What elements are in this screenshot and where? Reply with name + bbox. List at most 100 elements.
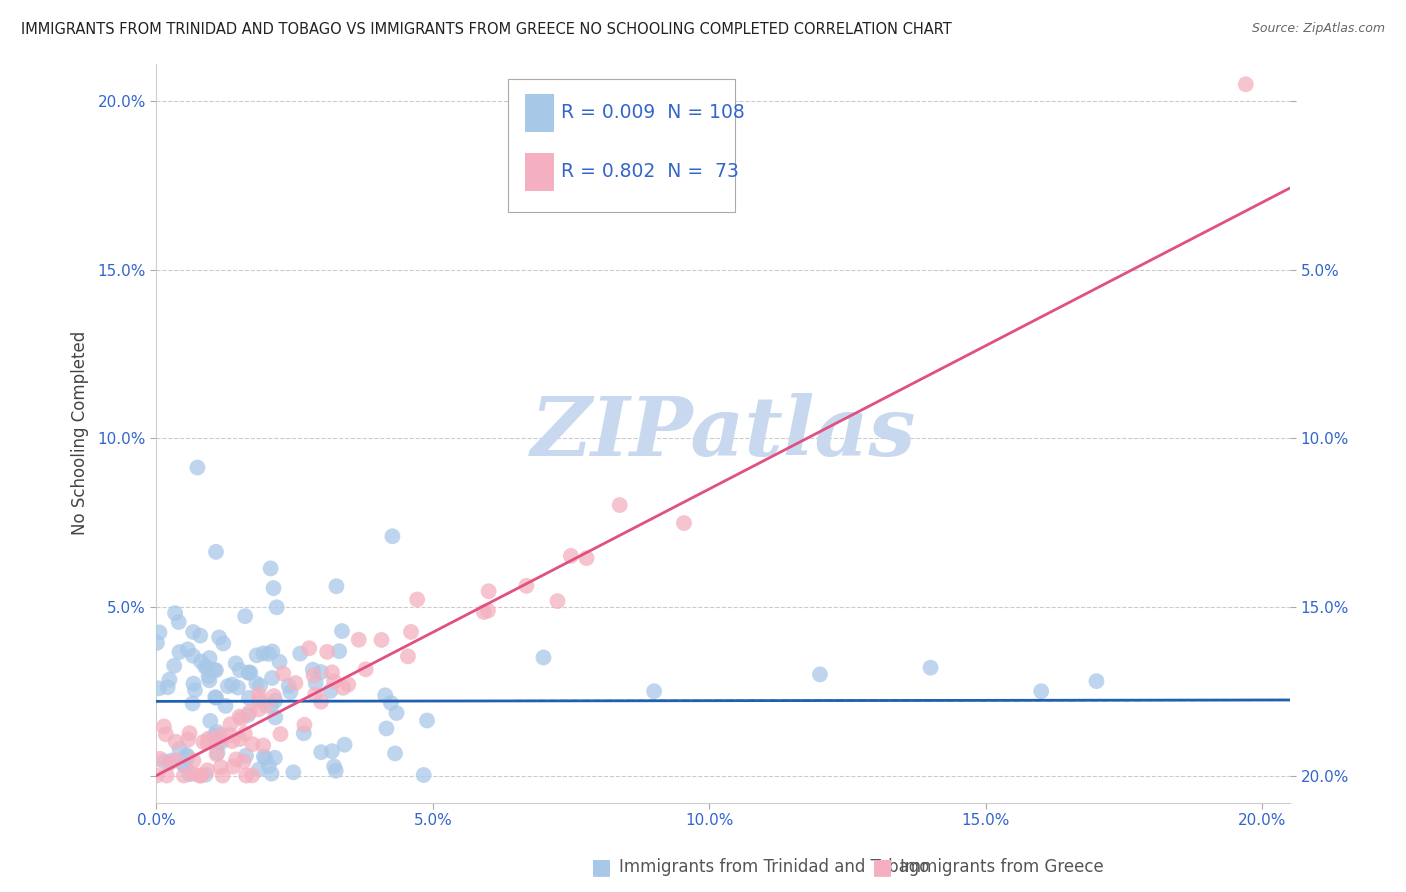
Point (183, 676, 205, 690)
Point (254, 751, 277, 765)
Point (325, 764, 347, 778)
Point (309, 695, 332, 709)
Point (477, 604, 499, 618)
Point (173, 768, 195, 782)
Point (270, 727, 292, 741)
Point (301, 663, 323, 677)
Point (197, 735, 219, 749)
Point (283, 765, 305, 780)
Point (190, 768, 212, 782)
Point (238, 690, 260, 705)
Point (380, 696, 402, 710)
Point (159, 756, 181, 771)
Point (177, 642, 200, 657)
Point (262, 644, 284, 658)
Point (214, 698, 236, 713)
Point (205, 747, 228, 762)
Point (257, 647, 280, 661)
Point (229, 732, 252, 747)
Text: ■: ■ (591, 857, 612, 877)
Point (235, 768, 257, 782)
Point (263, 751, 285, 765)
Point (309, 745, 332, 759)
Point (183, 754, 205, 768)
Point (194, 659, 217, 673)
Point (145, 768, 167, 782)
Point (155, 727, 177, 741)
Point (385, 706, 408, 720)
Text: Immigrants from Trinidad and Tobago: Immigrants from Trinidad and Tobago (619, 858, 929, 876)
Point (396, 649, 419, 664)
Point (193, 735, 215, 749)
Point (197, 669, 219, 683)
Text: ■: ■ (872, 857, 893, 877)
Point (370, 632, 392, 647)
Point (236, 707, 259, 722)
Point (533, 650, 555, 665)
Point (260, 671, 283, 685)
Point (920, 660, 942, 674)
Point (181, 766, 204, 780)
Point (179, 767, 201, 781)
Point (208, 631, 231, 645)
Point (328, 644, 350, 658)
Point (219, 717, 242, 731)
Point (208, 733, 231, 747)
Point (575, 551, 598, 566)
Point (515, 579, 537, 593)
Point (384, 747, 406, 761)
Point (381, 529, 404, 543)
Point (245, 676, 267, 690)
Point (257, 759, 280, 773)
Point (321, 665, 343, 680)
Text: R = 0.009  N = 108: R = 0.009 N = 108 (561, 103, 745, 121)
Point (263, 689, 285, 703)
Point (177, 732, 200, 747)
Point (188, 629, 211, 643)
Point (290, 647, 312, 661)
Point (165, 753, 187, 767)
FancyBboxPatch shape (524, 153, 554, 191)
Point (205, 690, 228, 705)
Point (217, 679, 239, 693)
Point (184, 683, 207, 698)
Point (247, 702, 270, 716)
Point (165, 606, 187, 620)
Point (204, 690, 226, 705)
Point (153, 719, 176, 733)
Point (325, 579, 347, 593)
Text: ZIPatlas: ZIPatlas (530, 393, 915, 474)
Point (472, 605, 495, 619)
Point (176, 747, 198, 762)
Point (181, 648, 204, 663)
Point (209, 760, 232, 774)
Point (280, 685, 302, 699)
Point (332, 681, 354, 695)
Point (333, 738, 356, 752)
Point (247, 763, 270, 777)
Point (174, 759, 197, 773)
Point (253, 749, 276, 764)
Point (222, 759, 245, 773)
Point (264, 693, 287, 707)
Point (252, 646, 274, 660)
Point (160, 754, 183, 768)
Point (240, 768, 263, 782)
Point (305, 676, 328, 690)
Point (181, 697, 204, 711)
Point (330, 624, 353, 638)
Point (672, 516, 695, 530)
Point (221, 677, 243, 691)
Point (172, 757, 194, 772)
Point (165, 734, 187, 748)
Point (198, 651, 221, 665)
Point (239, 705, 262, 719)
Point (233, 609, 256, 624)
Point (399, 624, 422, 639)
Point (239, 665, 262, 680)
Point (232, 755, 254, 769)
Point (194, 767, 217, 781)
Point (609, 498, 631, 512)
Point (264, 710, 287, 724)
Point (238, 665, 260, 680)
